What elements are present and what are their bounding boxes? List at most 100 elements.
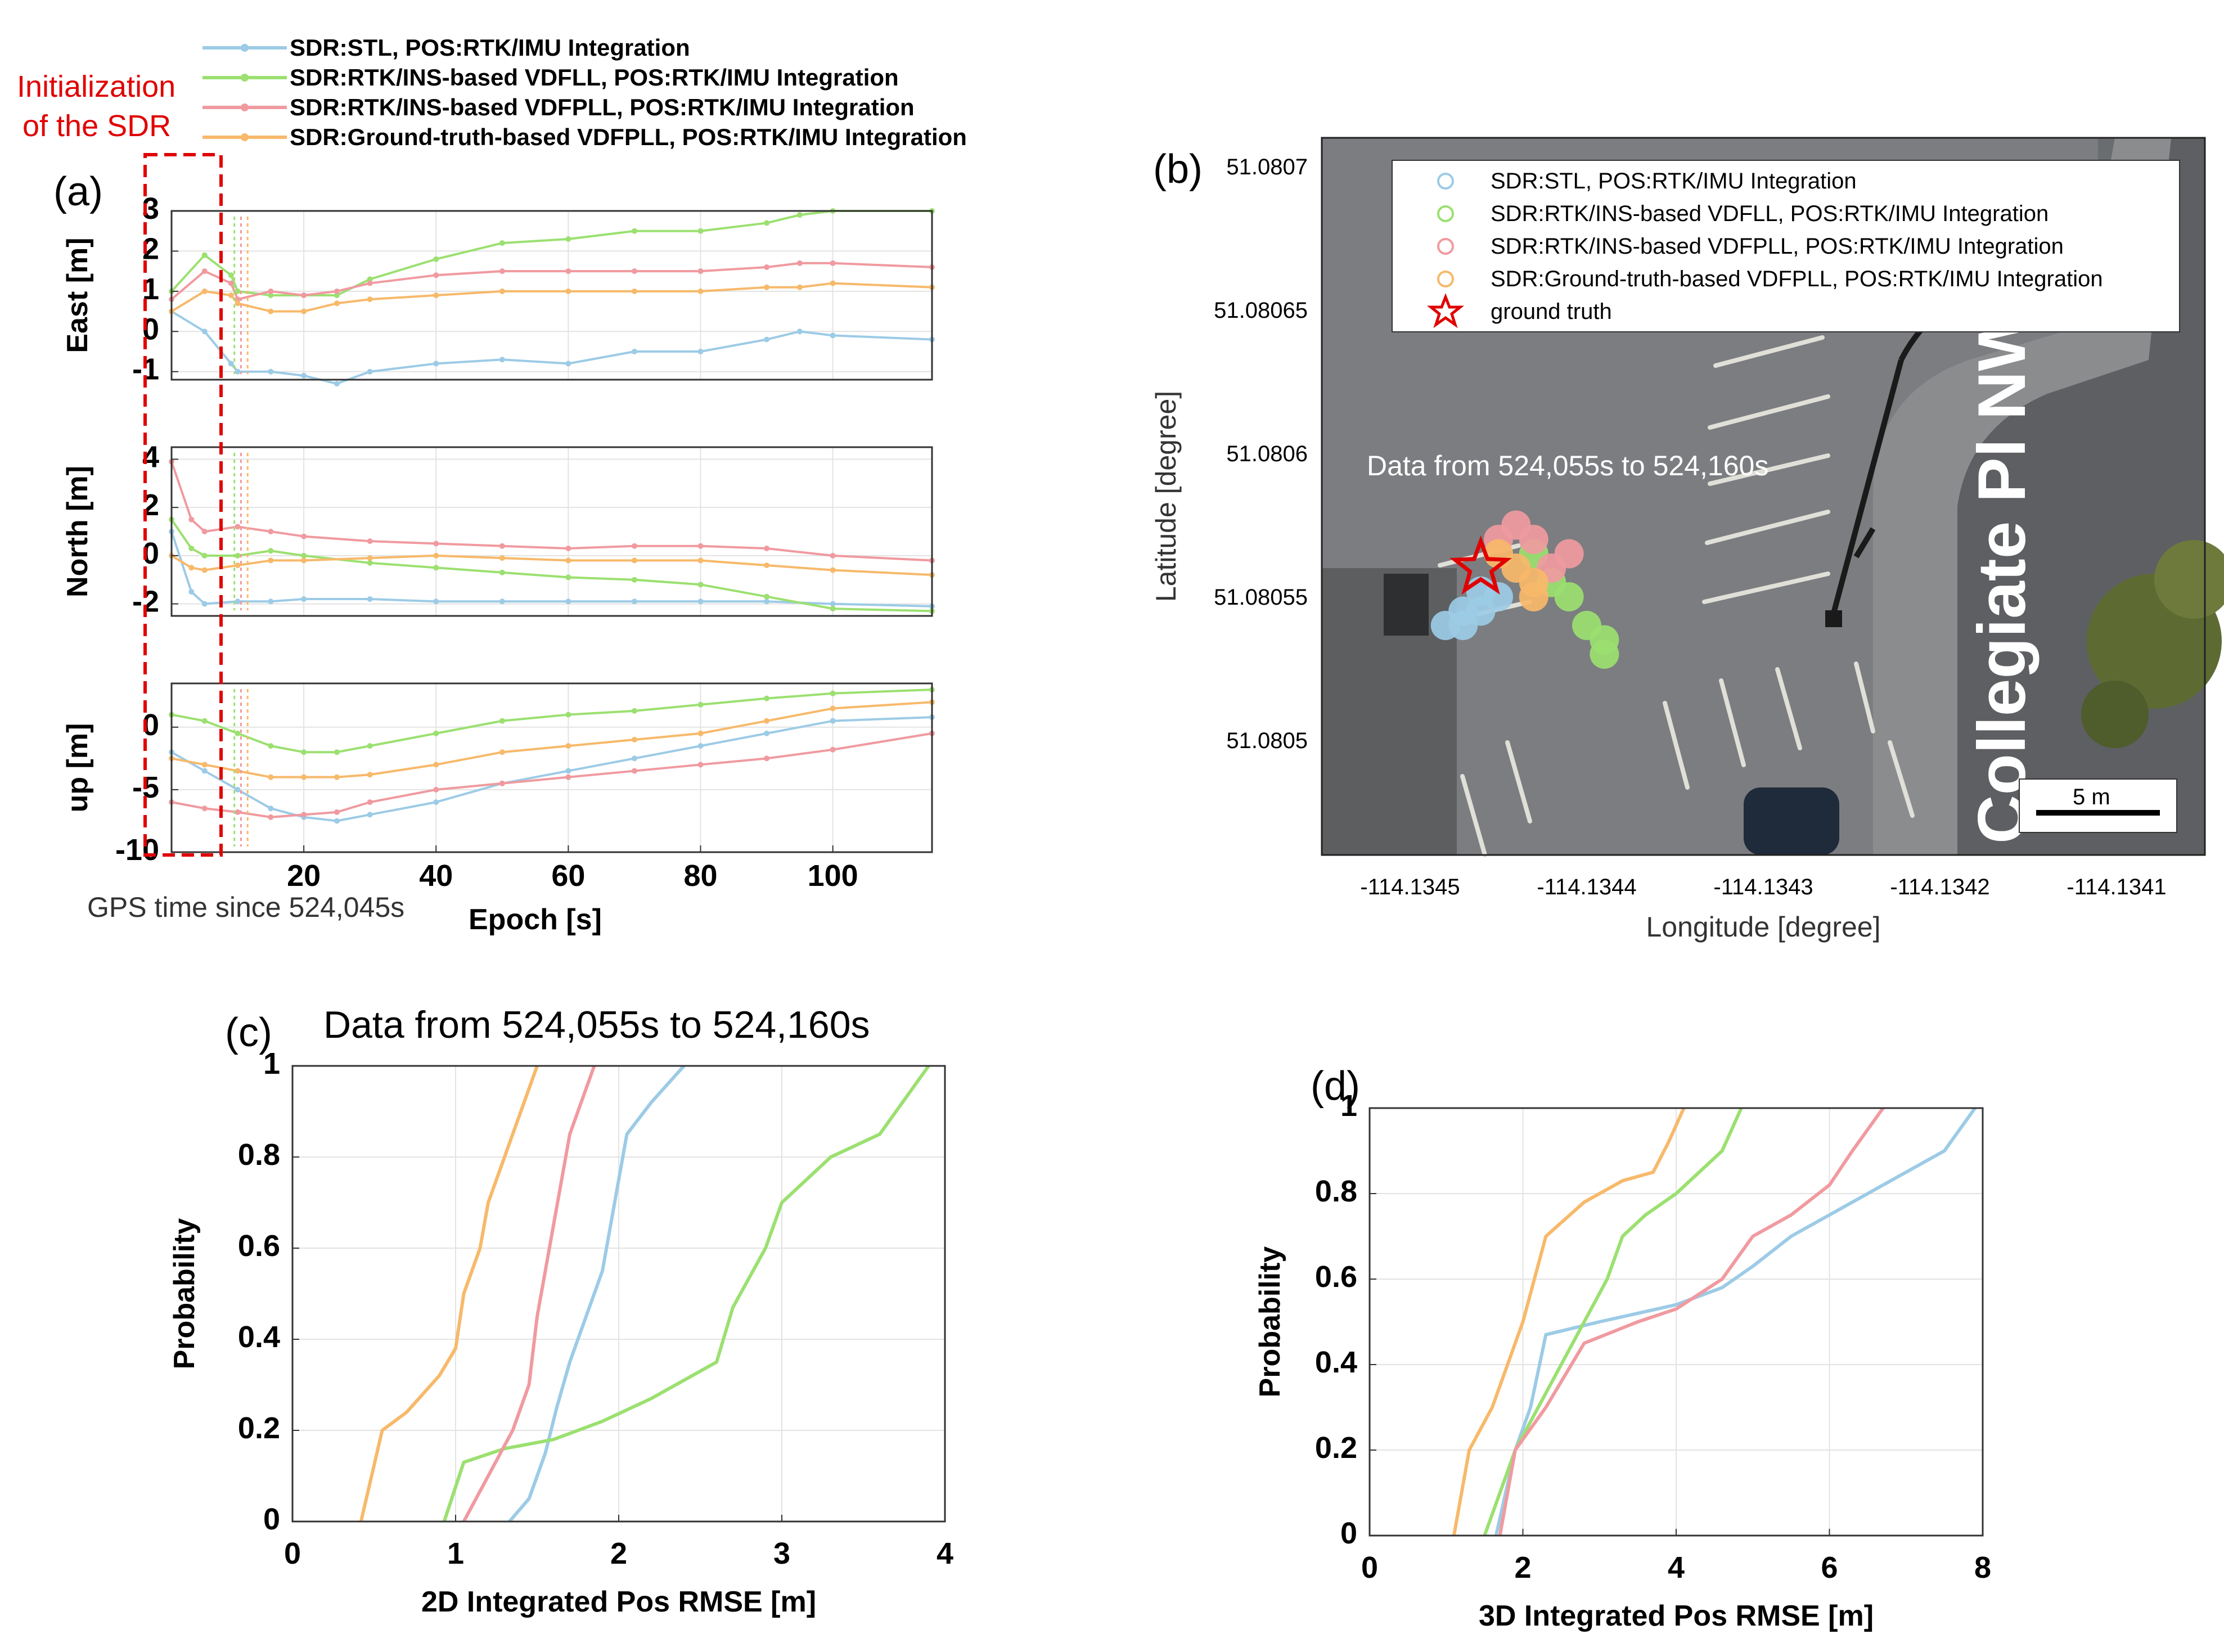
series-point: [301, 749, 307, 755]
series-point: [334, 809, 340, 815]
panel-b-label: (b): [1153, 147, 1203, 192]
xtick-label: -114.1343: [1713, 875, 1813, 899]
series-point: [764, 264, 770, 270]
plot-frame: [170, 682, 933, 853]
legend-b-marker-rtk-vdfpll: [1437, 238, 1454, 255]
series-point: [433, 799, 439, 805]
series-point: [565, 546, 571, 551]
series-point: [830, 332, 836, 339]
legend-b-text-rtk-vdfpll: SDR:RTK/INS-based VDFPLL, POS:RTK/IMU In…: [1491, 234, 2064, 259]
series-point: [499, 749, 505, 755]
series-point: [697, 701, 704, 708]
xtick-label: 40: [419, 859, 453, 893]
series-point: [334, 288, 340, 294]
series-line-sdr-rtk-ins-based-vdfpll-pos-rtk-imu-integration: [170, 461, 933, 562]
ytick-label: 51.0806: [1226, 442, 1308, 466]
series-point: [188, 565, 195, 571]
map-title: Data from 524,055s to 524,160s: [1367, 450, 1768, 481]
xtick-label: 2: [610, 1537, 627, 1570]
scatter-point-sdr-rtk-ins-based-vdfpll-pos-rtk-imu-integration: [1554, 539, 1584, 569]
x-axis-label: 2D Integrated Pos RMSE [m]: [421, 1586, 816, 1618]
series-point: [268, 292, 274, 298]
legend-b-text-gt-vdfpll: SDR:Ground-truth-based VDFPLL, POS:RTK/I…: [1491, 267, 2103, 291]
init-note-line2: of the SDR: [22, 109, 171, 143]
series-point: [565, 288, 571, 294]
series-point: [565, 574, 571, 580]
legend-b-marker-stl: [1437, 173, 1454, 190]
series-point: [268, 805, 274, 812]
panel-a-xlabel-note: GPS time since 524,045s: [87, 892, 404, 923]
plot-frame: [170, 210, 933, 381]
series-point: [268, 774, 274, 780]
panel-a-legend: SDR:STL, POS:RTK/IMU Integration SDR:RTK…: [202, 34, 967, 150]
series-point: [367, 799, 373, 805]
series-point: [334, 292, 340, 298]
y-axis-label: Probability: [1254, 1246, 1286, 1398]
y-axis-label: Latitude [degree]: [1150, 391, 1182, 602]
panel-d: (d) 0 0.2 0.4 0.6 0.8 1 0 2 4 6 8 Probability 3D Int…: [1254, 1064, 1991, 1632]
series-point: [796, 260, 803, 266]
scatter-point-sdr-stl-pos-rtk-imu-integration: [1448, 611, 1478, 640]
series-point: [565, 743, 571, 749]
series-point: [697, 349, 704, 354]
series-point: [764, 220, 770, 226]
series-point: [499, 268, 505, 274]
series-point: [830, 606, 836, 612]
series-line-sdr-rtk-ins-based-vdfpll-pos-rtk-imu-integration: [170, 262, 933, 301]
series-point: [268, 308, 274, 314]
legend-a-marker-rtk-vdfpll: [241, 103, 249, 111]
series-point: [188, 516, 195, 523]
series-point: [631, 737, 637, 742]
xtick-label: 4: [937, 1537, 953, 1570]
map-axes: -114.1345 -114.1344 -114.1343 -114.1342 -114…: [1150, 155, 2167, 943]
series-point: [764, 284, 770, 290]
xtick-label: -114.1341: [2067, 875, 2166, 899]
series-point: [235, 768, 241, 774]
map-parking-lines: [1438, 335, 1915, 857]
series-point: [235, 730, 241, 736]
series-point: [235, 368, 241, 375]
series-point: [631, 268, 637, 274]
series-point: [631, 543, 637, 549]
series-point: [830, 567, 836, 573]
series-line-sdr-rtk-ins-based-vdfpll-pos-rtk-imu-integration: [171, 732, 933, 818]
xtick-label: 80: [683, 859, 717, 893]
plot-frame: [170, 446, 933, 617]
series-point: [367, 772, 373, 778]
series-point: [433, 292, 439, 298]
xtick-label: 100: [808, 859, 858, 893]
series-point: [201, 567, 208, 573]
legend-a-text-gt-vdfpll: SDR:Ground-truth-based VDFPLL, POS:RTK/I…: [290, 124, 967, 150]
map-pole-base: [1825, 610, 1842, 627]
ytick-label: 51.08055: [1214, 585, 1308, 610]
scatter-point-sdr-rtk-ins-based-vdfll-pos-rtk-imu-integration: [1554, 582, 1584, 611]
ytick-label: 0.2: [1315, 1431, 1357, 1465]
series-point: [201, 328, 208, 335]
series-point: [697, 598, 704, 605]
series-point: [796, 212, 803, 218]
ytick-label: 1: [1340, 1089, 1357, 1123]
series-point: [334, 300, 340, 307]
series-point: [764, 718, 770, 724]
series-point: [334, 818, 340, 824]
y-axis-label: North [m]: [61, 466, 94, 597]
xtick-label: 0: [284, 1537, 301, 1570]
legend-a-text-rtk-vdfpll: SDR:RTK/INS-based VDFPLL, POS:RTK/IMU In…: [290, 94, 915, 120]
scale-bar-box: [2019, 778, 2177, 833]
series-point: [228, 280, 234, 286]
legend-a-text-vdfll: SDR:RTK/INS-based VDFLL, POS:RTK/IMU Int…: [290, 64, 899, 91]
series-point: [201, 762, 208, 768]
series-point: [201, 529, 208, 534]
series-point: [764, 593, 770, 600]
panel-c-title: Data from 524,055s to 524,160s: [323, 1003, 870, 1046]
series-point: [188, 589, 195, 595]
map-tree: [2081, 681, 2149, 748]
series-point: [764, 598, 770, 605]
series-point: [188, 546, 195, 551]
series-point: [830, 280, 836, 286]
series-point: [697, 268, 704, 274]
series-point: [565, 774, 571, 780]
legend-a-marker-stl: [241, 44, 249, 52]
